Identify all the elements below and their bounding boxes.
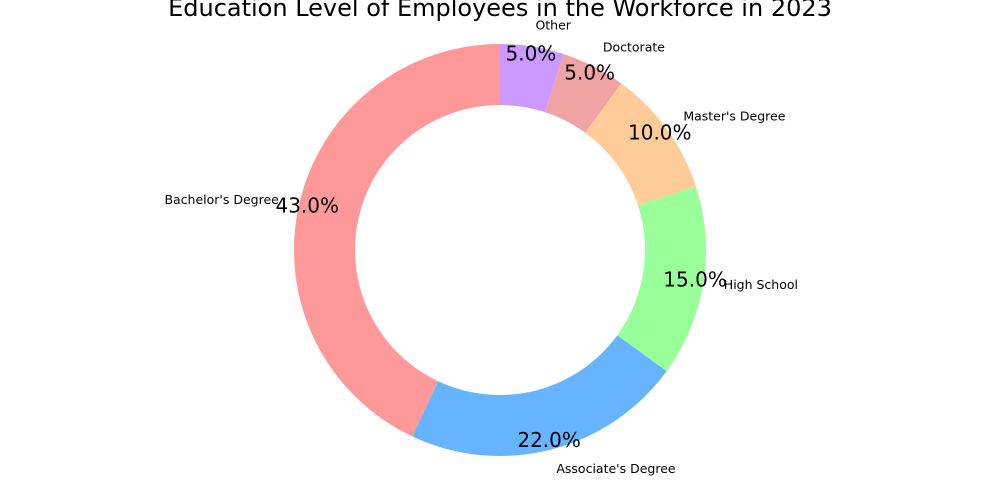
pct-label-other: 5.0%	[505, 41, 556, 65]
slice-label-bachelor-s-degree: Bachelor's Degree	[164, 192, 279, 207]
pct-label-high-school: 15.0%	[663, 267, 727, 291]
slice-label-master-s-degree: Master's Degree	[683, 108, 785, 123]
slice-master-s-degree	[585, 83, 696, 206]
pct-label-master-s-degree: 10.0%	[628, 120, 692, 144]
slice-doctorate	[544, 54, 622, 133]
pct-label-doctorate: 5.0%	[564, 61, 615, 85]
slice-label-other: Other	[535, 18, 571, 33]
slice-high-school	[617, 186, 707, 372]
chart-title: Education Level of Employees in the Work…	[168, 0, 832, 22]
pct-label-bachelor-s-degree: 43.0%	[275, 193, 339, 217]
slice-label-doctorate: Doctorate	[603, 40, 665, 55]
slice-other	[500, 44, 564, 113]
slices-layer	[294, 44, 707, 456]
pct-label-associate-s-degree: 22.0%	[517, 428, 581, 452]
slice-label-associate-s-degree: Associate's Degree	[556, 461, 676, 476]
slice-label-high-school: High School	[724, 277, 798, 292]
slice-bachelor-s-degree	[294, 44, 500, 437]
slice-associate-s-degree	[412, 335, 667, 456]
